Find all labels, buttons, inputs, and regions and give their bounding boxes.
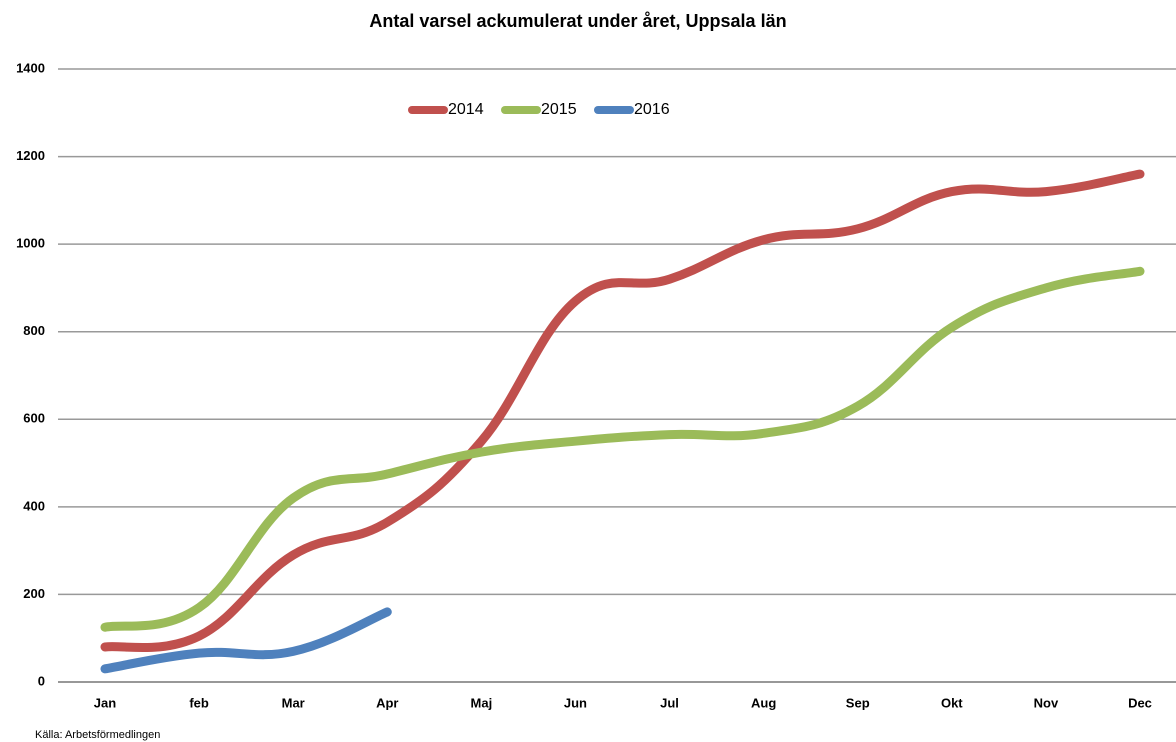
y-tick-label: 600 <box>23 411 45 426</box>
y-tick-label: 1400 <box>16 60 45 75</box>
x-tick-label: Jun <box>564 695 587 710</box>
legend-label: 2015 <box>541 101 577 118</box>
x-tick-label: Dec <box>1128 695 1152 710</box>
x-tick-label: Jul <box>660 695 679 710</box>
x-tick-label: Nov <box>1034 695 1059 710</box>
source-note: Källa: Arbetsförmedlingen <box>35 729 160 741</box>
x-tick-label: Aug <box>751 695 776 710</box>
x-tick-label: feb <box>189 695 209 710</box>
legend-label: 2016 <box>634 101 670 118</box>
series-line <box>100 266 1145 632</box>
x-tick-label: Okt <box>941 695 963 710</box>
y-tick-label: 1200 <box>16 148 45 163</box>
y-tick-label: 200 <box>23 586 45 601</box>
x-tick-label: Mar <box>282 695 305 710</box>
y-tick-label: 800 <box>23 323 45 338</box>
legend-label: 2014 <box>448 101 484 118</box>
series-line <box>100 607 392 674</box>
y-tick-label: 0 <box>38 673 45 688</box>
x-tick-label: Jan <box>94 695 116 710</box>
series-line <box>100 169 1145 653</box>
x-tick-label: Sep <box>846 695 870 710</box>
y-tick-label: 400 <box>23 498 45 513</box>
y-tick-label: 1000 <box>16 236 45 251</box>
chart-title: Antal varsel ackumulerat under året, Upp… <box>369 11 786 31</box>
x-tick-label: Maj <box>471 695 493 710</box>
x-tick-label: Apr <box>376 695 398 710</box>
